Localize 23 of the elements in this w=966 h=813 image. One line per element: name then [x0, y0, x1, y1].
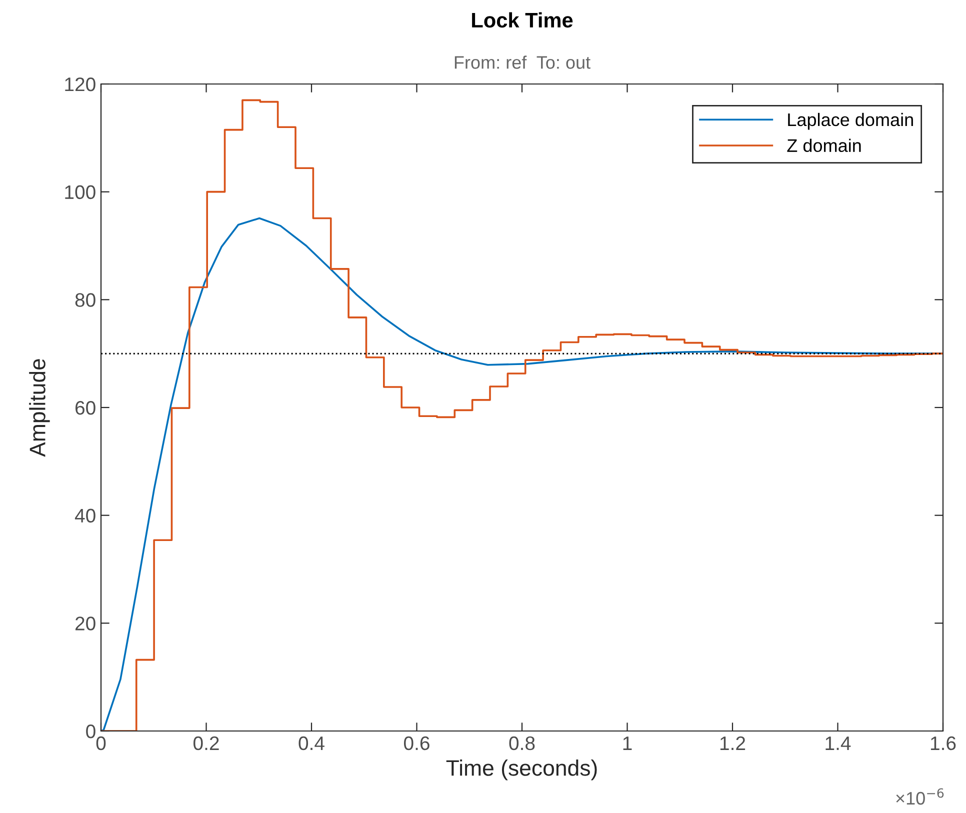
chart-subtitle: From: ref To: out — [454, 56, 590, 69]
chart-title: Lock Time — [472, 12, 573, 28]
y-tick-label: 0 — [86, 724, 96, 738]
x-axis-title: Time (seconds) — [446, 760, 597, 780]
text: ×10$^{−6}$ — [896, 788, 944, 805]
y-tick-label: 60 — [76, 400, 96, 415]
y-tick-label: 100 — [65, 185, 96, 200]
y-tick-label: 20 — [75, 616, 96, 630]
y-axis-title: Amplitude — [29, 359, 50, 457]
x-tick-label: 0.8 — [509, 736, 535, 750]
legend-label: Laplace domain — [788, 112, 913, 130]
x-tick-label: 0.4 — [298, 736, 324, 750]
x-tick-label: 1.6 — [930, 736, 956, 750]
x-tick-label: 1.4 — [826, 736, 851, 750]
x-tick-label: 0.6 — [404, 736, 430, 750]
legend-label: Z domain — [787, 138, 861, 152]
x-tick-label: 1 — [623, 736, 632, 750]
x-tick-label: 0.2 — [193, 736, 219, 750]
y-tick-label: 80 — [75, 293, 96, 307]
x-tick-label: 0 — [96, 736, 106, 750]
y-tick-label: 40 — [74, 508, 96, 523]
x-tick-label: 1.2 — [720, 736, 746, 750]
y-tick-label: 120 — [65, 77, 96, 92]
